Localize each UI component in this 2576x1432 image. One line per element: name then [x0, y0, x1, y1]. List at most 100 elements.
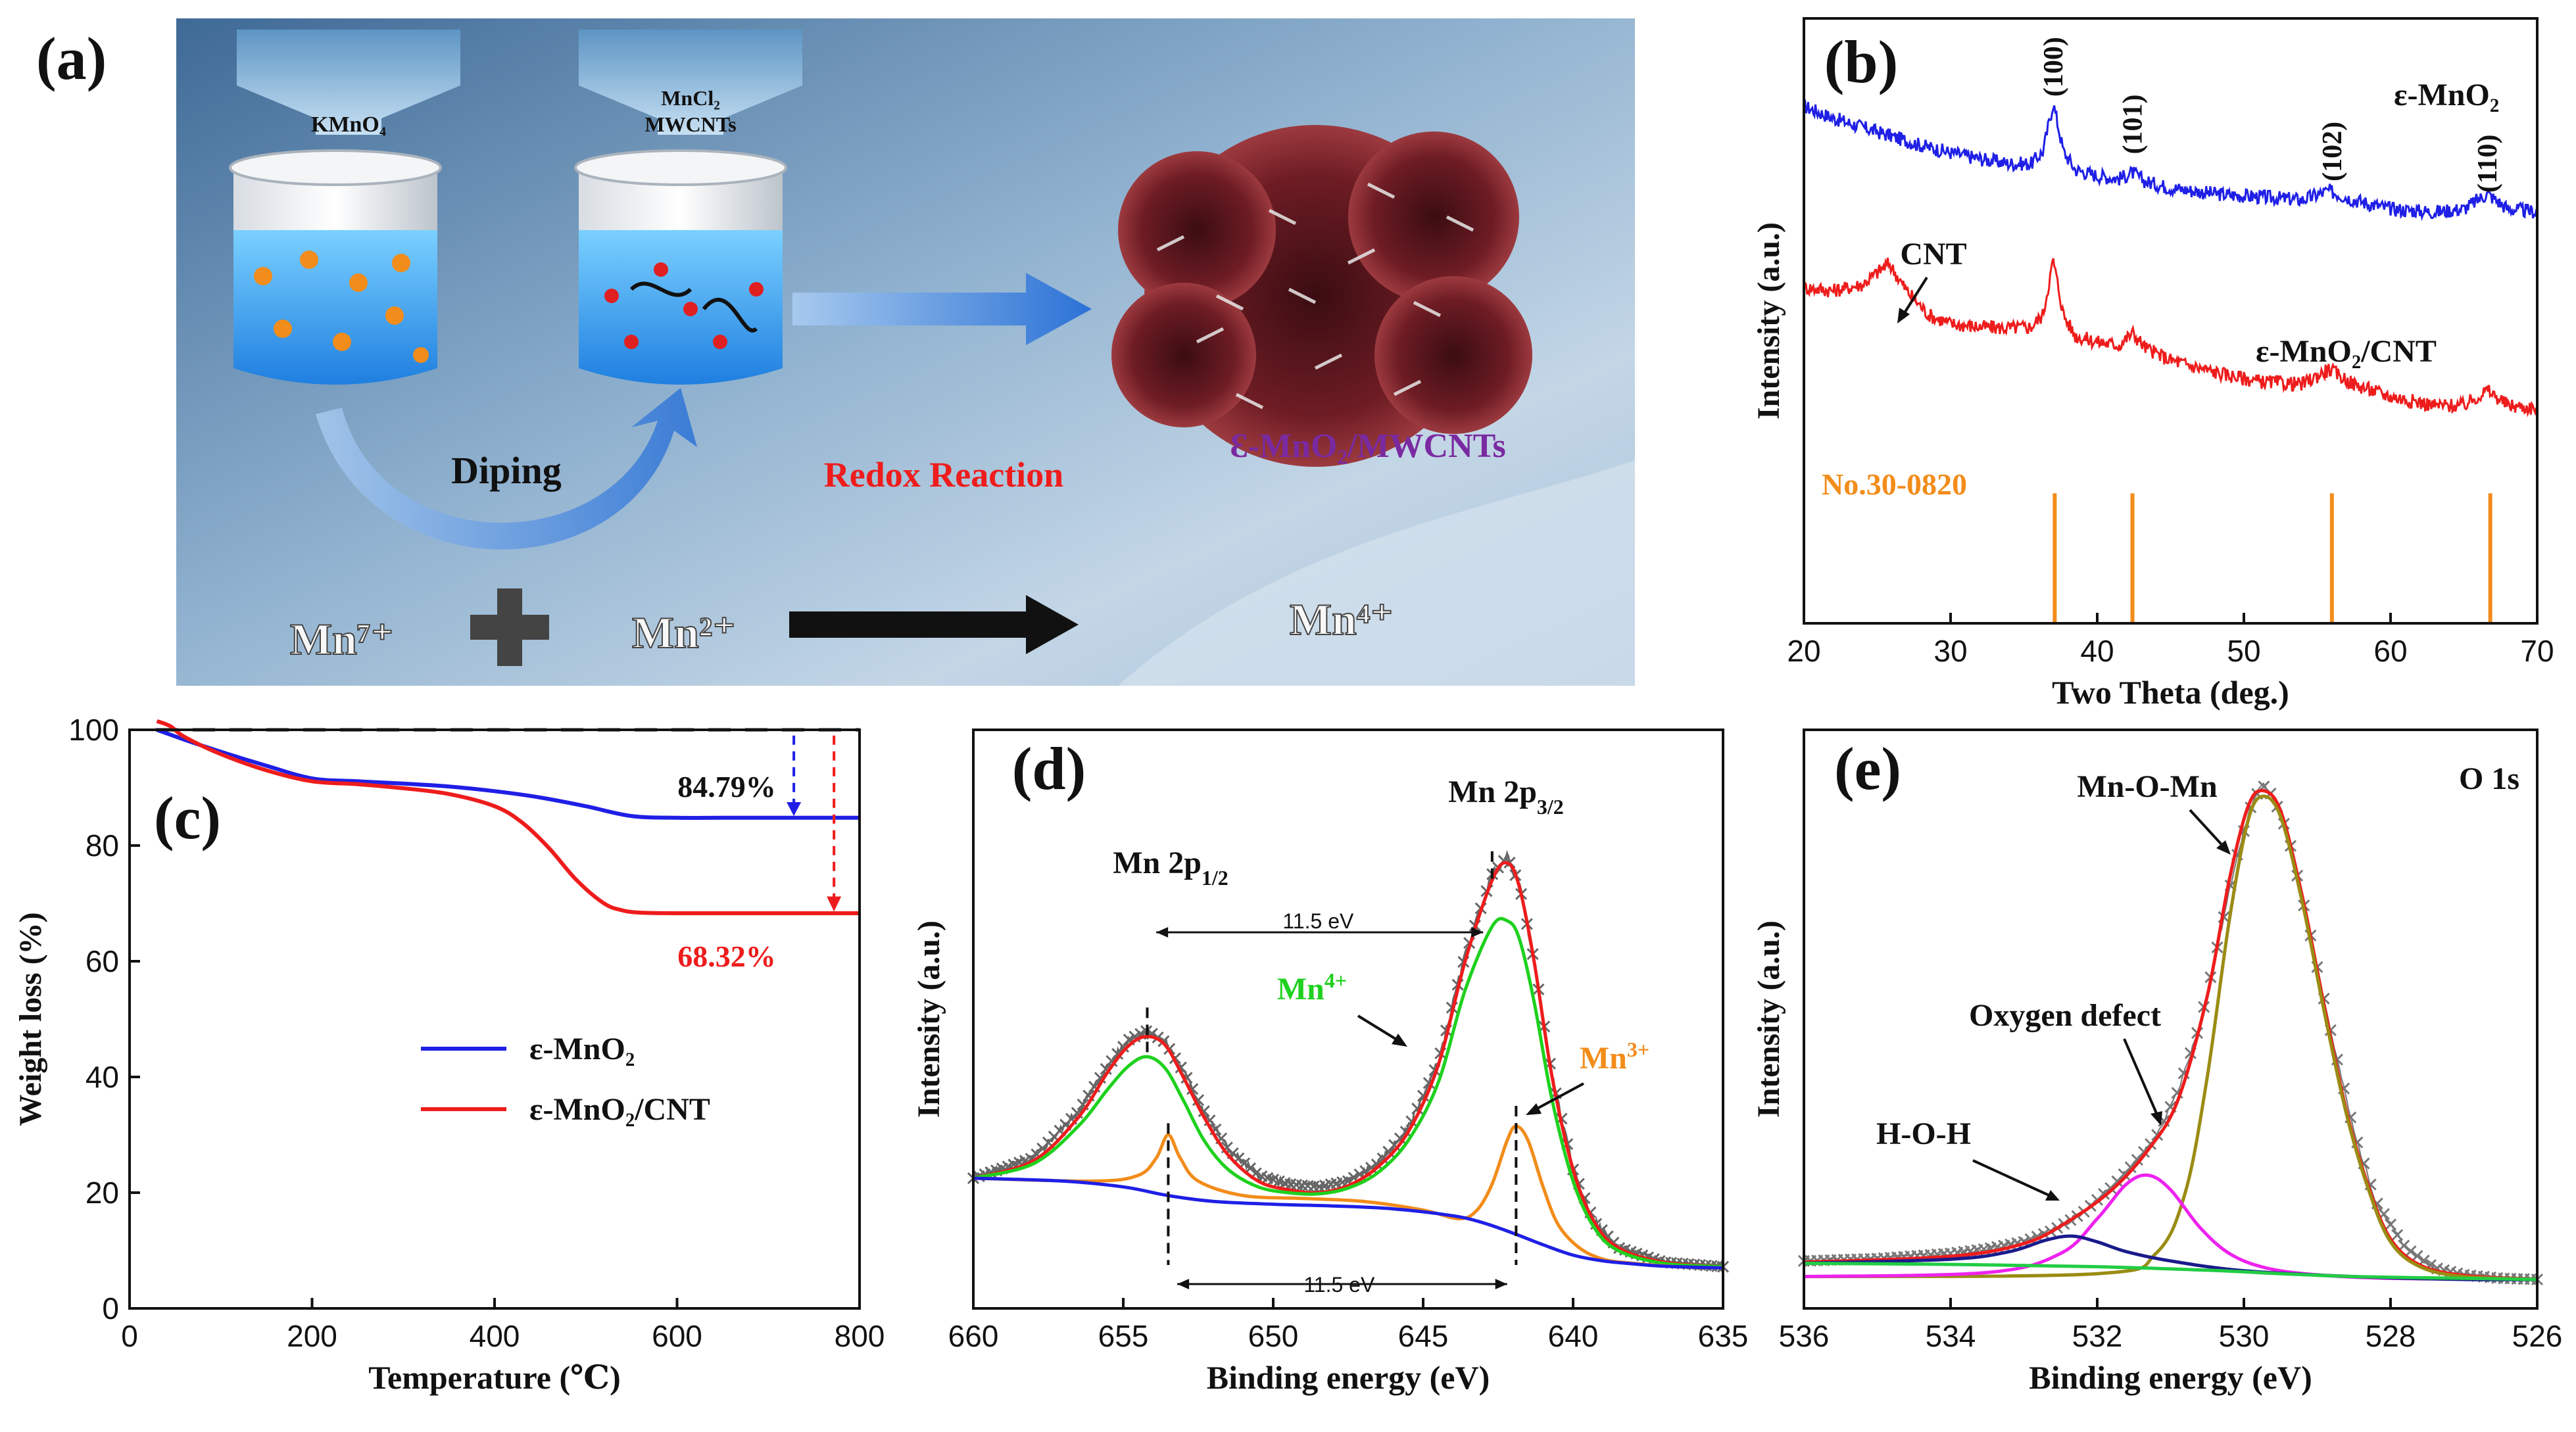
d-gap-bottom-label: 11.5 eV — [1303, 1273, 1375, 1297]
panel-a-schematic: KMnO₄ MnCl₂ MWCNTs Diping Redox — [36, 18, 1635, 686]
d-gap-arrow-top-icon-head — [1156, 927, 1169, 938]
b-series-mno2-line — [1804, 99, 2539, 222]
e-panel-label: (e) — [1834, 735, 1901, 802]
d-x-axis-label: Binding energy (eV) — [1207, 1359, 1490, 1396]
b-plot-frame — [1803, 17, 2539, 625]
mn4-label: Mn⁴⁺ — [1290, 594, 1394, 644]
e-mnomn-label: Mn-O-Mn — [2077, 769, 2217, 804]
d-mn4-label: Mn4+ — [1277, 968, 1347, 1007]
product-label: Ɛ-MnO₂/MWCNTs — [1230, 427, 1506, 465]
d-data-marker — [1100, 1062, 1112, 1075]
e-x-axis-label: Binding energy (eV) — [2029, 1359, 2312, 1396]
c-x-tick-label: 200 — [287, 1319, 337, 1353]
e-hoh-arrowhead-icon — [2045, 1190, 2060, 1201]
e-series-line — [1803, 794, 2538, 1281]
beaker-icon — [574, 149, 787, 385]
light-swoosh — [1118, 460, 1635, 686]
mncl2-label: MnCl₂ — [661, 86, 720, 110]
e-mnomn-arrow-icon — [2189, 809, 2227, 851]
b-y-axis-label: Intensity (a.u.) — [1751, 222, 1786, 419]
d-x-tick-label: 645 — [1398, 1319, 1449, 1353]
panel-a-label: (a) — [36, 25, 107, 92]
e-data-marker — [2404, 1245, 2417, 1258]
d-x-tick-label: 635 — [1698, 1319, 1749, 1353]
c-panel-label: (c) — [154, 784, 221, 851]
e-data-marker — [2411, 1250, 2423, 1262]
c-red-arrowhead-icon — [827, 896, 842, 912]
diping-label: Diping — [451, 449, 562, 492]
e-data-marker — [2391, 1229, 2404, 1241]
b-reference-label: No.30-0820 — [1822, 467, 1967, 501]
c-x-tick-label: 400 — [470, 1319, 520, 1353]
b-legend-mno2: ε-MnO₂ — [2394, 78, 2499, 112]
d-gap-arrow-top-icon-head — [1471, 927, 1484, 938]
d-mn2p32-label: Mn 2p3/2 — [1448, 775, 1564, 819]
d-x-tick-label: 660 — [948, 1319, 999, 1353]
c-y-tick-label: 60 — [85, 944, 119, 978]
c-y-tick-label: 40 — [85, 1060, 119, 1094]
e-defect-arrowhead-icon — [2151, 1111, 2162, 1126]
d-x-tick-label: 650 — [1248, 1319, 1299, 1353]
d-series-line — [973, 1176, 1724, 1270]
b-x-tick-label: 40 — [2080, 634, 2114, 668]
redox-label: Redox Reaction — [824, 455, 1063, 494]
e-y-axis-label: Intensity (a.u.) — [1751, 920, 1786, 1118]
d-data-marker — [1157, 1035, 1170, 1047]
b-x-tick-label: 60 — [2373, 634, 2407, 668]
b-legend-mno2cnt: ε-MnO₂/CNT — [2256, 334, 2437, 369]
mn2-label: Mn²⁺ — [632, 608, 736, 657]
d-plot-frame — [972, 728, 1724, 1310]
e-plot-frame — [1803, 728, 2539, 1310]
d-mn4-arrowhead-icon — [1392, 1034, 1407, 1047]
d-gap-top-label: 11.5 eV — [1282, 909, 1354, 933]
b-cnt-arrow-icon — [1901, 276, 1928, 318]
e-x-tick-label: 528 — [2366, 1319, 2416, 1353]
d-series-line — [973, 917, 1724, 1269]
c-y-tick-label: 0 — [102, 1291, 119, 1325]
c-x-tick-label: 0 — [121, 1319, 138, 1353]
funnel-icon — [237, 30, 460, 135]
b-x-tick-label: 20 — [1787, 634, 1820, 668]
funnel-icon — [579, 30, 802, 135]
mwcnts-label: MWCNTs — [644, 112, 736, 136]
d-gap-arrow-bottom-icon-head — [1495, 1279, 1507, 1290]
panel-b-xrd: (100) (101) (102) (110) ε-MnO₂ ε-MnO₂/CNT CNT N… — [1751, 17, 2554, 711]
plus-icon — [470, 588, 549, 666]
e-defect-label: Oxygen defect — [1969, 998, 2161, 1033]
b-x-tick-label: 30 — [1933, 634, 1967, 668]
c-series-mno2-line — [156, 728, 860, 820]
d-x-tick-label: 640 — [1548, 1319, 1599, 1353]
b-peak-label: (101) — [2118, 95, 2149, 155]
b-peak-label: (100) — [2039, 37, 2069, 97]
e-series-line — [1803, 788, 2538, 1281]
d-mn4-arrow-icon — [1357, 1014, 1402, 1043]
e-hoh-label: H-O-H — [1876, 1116, 1971, 1151]
c-y-tick-label: 100 — [68, 713, 119, 747]
b-cnt-label: CNT — [1900, 237, 1966, 272]
c-y-tick-label: 80 — [85, 828, 119, 863]
e-o1s-label: O 1s — [2459, 761, 2519, 796]
d-series-line — [973, 861, 1724, 1269]
c-y-axis-label: Weight loss (%) — [13, 912, 48, 1126]
b-cnt-arrowhead-icon — [1897, 308, 1910, 323]
d-series-line — [973, 1124, 1724, 1270]
b-x-tick-label: 50 — [2227, 634, 2260, 668]
dipping-arrow-icon — [316, 388, 697, 550]
b-x-tick-label: 70 — [2520, 634, 2554, 668]
d-x-tick-label: 655 — [1098, 1319, 1149, 1353]
c-red-percent: 68.32% — [677, 940, 776, 973]
c-series-mno2-cnt-line — [156, 719, 860, 916]
d-mn3-label: Mn3+ — [1580, 1038, 1649, 1076]
d-mn3-arrowhead-icon — [1526, 1103, 1542, 1115]
d-mn2p12-label: Mn 2p1/2 — [1113, 846, 1228, 890]
e-raw-data-line — [1803, 782, 2538, 1283]
kmno4-label: KMnO₄ — [311, 112, 386, 137]
c-x-axis-label: Temperature (℃) — [368, 1359, 620, 1396]
e-series-line — [1803, 1261, 2538, 1281]
b-series-mno2-cnt-line — [1803, 257, 2539, 418]
e-hoh-arrow-icon — [1972, 1159, 2053, 1198]
e-x-tick-label: 536 — [1779, 1319, 1830, 1353]
reaction-arrow-icon — [792, 273, 1092, 345]
d-y-axis-label: Intensity (a.u.) — [911, 920, 946, 1118]
